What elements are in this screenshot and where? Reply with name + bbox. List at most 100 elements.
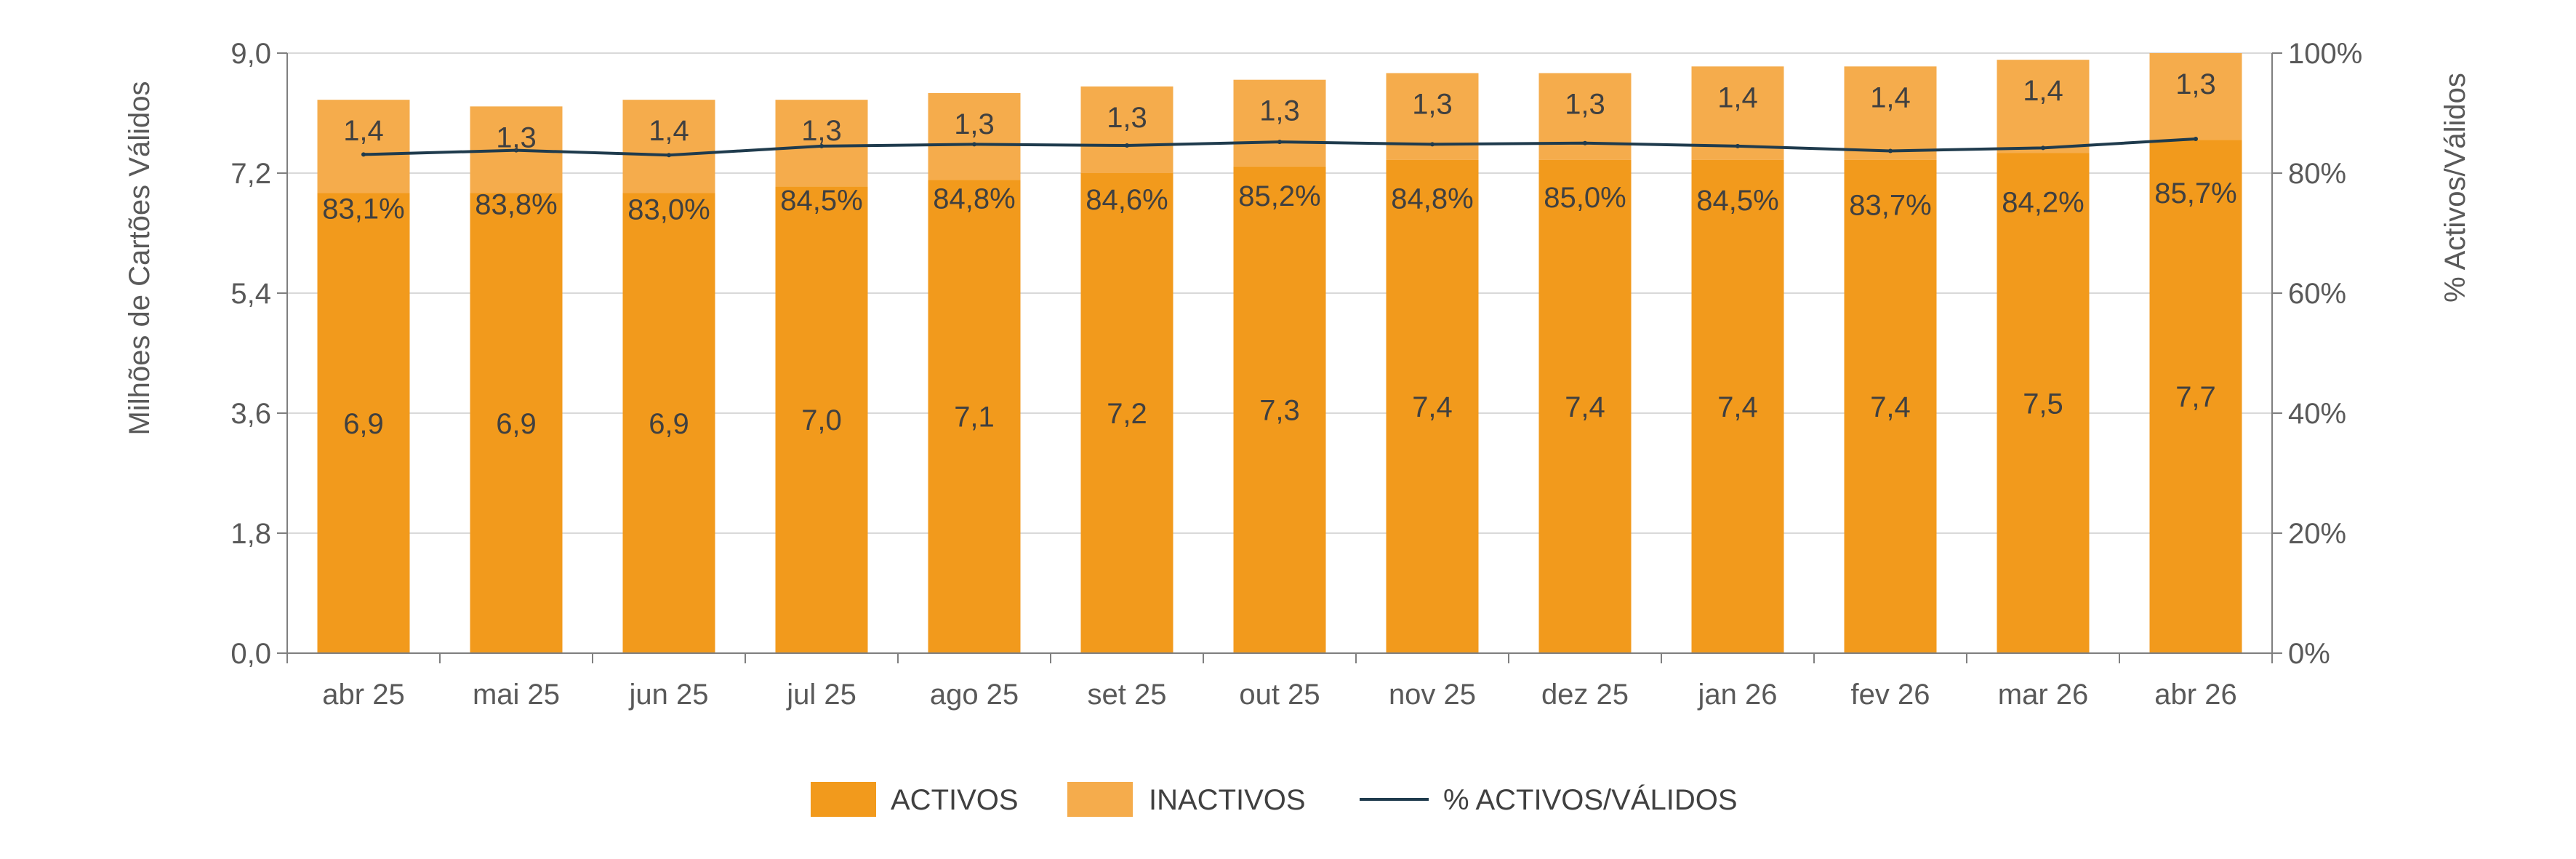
- bar-activos: [317, 193, 410, 653]
- x-tick-label: mai 25: [473, 679, 560, 711]
- x-tick-label: abr 25: [322, 679, 404, 711]
- data-label-activos: 7,5: [2023, 388, 2063, 420]
- y-tick-label-left: 0,0: [230, 638, 271, 670]
- x-tick-label: out 25: [1239, 679, 1320, 711]
- data-label-activos: 7,4: [1870, 391, 1911, 423]
- bar-inactivos: [1844, 66, 1937, 160]
- bar-activos: [1538, 159, 1632, 653]
- percent-point: [361, 152, 366, 157]
- data-label-inactivos: 1,3: [1412, 89, 1453, 121]
- data-labels: 6,9 1,4 6,9 1,3 6,9 1,4 7,0 1,3 7,1 1,3 7,2 1,3 7,3 1…: [322, 68, 2236, 440]
- data-label-percent: 83,7%: [1849, 189, 1931, 221]
- y-tick-label-right: 100%: [2288, 38, 2362, 70]
- legend-label-inactivos: INACTIVOS: [1149, 784, 1306, 816]
- percent-point: [667, 153, 671, 158]
- bar-activos: [1691, 159, 1784, 653]
- data-label-inactivos: 1,4: [1717, 81, 1758, 113]
- percent-point: [1277, 140, 1282, 145]
- bar-activos: [1997, 153, 2090, 653]
- y-tick-label-left: 7,2: [230, 158, 271, 190]
- bar-inactivos: [622, 100, 715, 193]
- percent-point: [2041, 145, 2045, 151]
- bar-inactivos: [928, 93, 1021, 180]
- y-tick-label-left: 9,0: [230, 38, 271, 70]
- bar-inactivos: [1997, 60, 2090, 153]
- data-label-inactivos: 1,4: [649, 115, 689, 147]
- bar-inactivos: [775, 100, 868, 187]
- data-label-percent: 84,6%: [1086, 184, 1168, 216]
- y-tick-label-right: 0%: [2288, 638, 2330, 670]
- bar-activos: [928, 180, 1021, 653]
- legend: ACTIVOS INACTIVOS % ACTIVOS/VÁLIDOS: [811, 782, 1738, 817]
- data-label-percent: 83,0%: [627, 193, 710, 225]
- data-label-activos: 7,4: [1717, 391, 1758, 423]
- percent-point: [1736, 143, 1740, 148]
- legend-label-activos: ACTIVOS: [891, 784, 1019, 816]
- bar-inactivos: [1233, 79, 1326, 167]
- bar-inactivos: [2149, 53, 2242, 140]
- legend-swatch-activos: [811, 782, 876, 817]
- bar-activos: [622, 193, 715, 653]
- y-tick-label-left: 5,4: [230, 278, 271, 310]
- bar-inactivos: [1080, 86, 1173, 173]
- x-tick-label: mar 26: [1998, 679, 2089, 711]
- data-label-inactivos: 1,3: [1259, 95, 1300, 127]
- bar-inactivos: [1538, 73, 1632, 160]
- data-label-percent: 85,0%: [1544, 182, 1626, 214]
- x-tick-label: abr 26: [2154, 679, 2236, 711]
- data-label-percent: 84,8%: [1391, 183, 1473, 215]
- data-label-activos: 7,4: [1412, 391, 1453, 423]
- percent-point: [1125, 143, 1129, 148]
- bar-activos: [470, 193, 563, 653]
- bars: [317, 53, 2242, 654]
- percent-point: [1888, 148, 1893, 153]
- percent-point: [1430, 142, 1435, 147]
- bar-activos: [1386, 159, 1479, 653]
- data-label-inactivos: 1,4: [343, 115, 384, 147]
- axes: 0,0 1,8 3,6 5,4 7,2 9,0 0% 20% 40% 60% 80% 100% abr …: [230, 38, 2362, 711]
- data-label-percent: 85,7%: [2154, 177, 2236, 209]
- data-label-percent: 84,5%: [1696, 185, 1778, 217]
- data-label-inactivos: 1,3: [954, 108, 995, 140]
- data-label-percent: 83,1%: [322, 193, 404, 225]
- y-tick-label-left: 3,6: [230, 398, 271, 430]
- legend-swatch-inactivos: [1067, 782, 1133, 817]
- data-label-percent: 84,8%: [933, 183, 1015, 215]
- bar-activos: [1080, 173, 1173, 653]
- data-label-activos: 7,2: [1107, 398, 1147, 430]
- data-label-activos: 7,4: [1565, 391, 1605, 423]
- x-tick-label: ago 25: [930, 679, 1019, 711]
- data-label-inactivos: 1,4: [1870, 81, 1911, 113]
- percent-line: [361, 136, 2198, 158]
- percent-point: [1583, 140, 1587, 145]
- data-label-percent: 84,2%: [2002, 186, 2084, 218]
- percent-point: [514, 148, 518, 153]
- y-tick-label-right: 80%: [2288, 158, 2346, 190]
- x-tick-label: dez 25: [1541, 679, 1629, 711]
- percent-point: [819, 143, 824, 148]
- x-tick-label: fev 26: [1851, 679, 1930, 711]
- data-label-activos: 6,9: [649, 408, 689, 440]
- data-label-activos: 6,9: [343, 408, 384, 440]
- percent-point: [2194, 136, 2198, 141]
- data-label-inactivos: 1,3: [496, 121, 537, 153]
- data-label-percent: 84,5%: [780, 185, 862, 217]
- data-label-percent: 83,8%: [475, 189, 557, 221]
- data-label-percent: 85,2%: [1238, 180, 1320, 212]
- data-label-inactivos: 1,3: [801, 115, 842, 147]
- data-label-activos: 7,7: [2175, 381, 2216, 413]
- x-tick-label: nov 25: [1389, 679, 1476, 711]
- y-tick-label-right: 20%: [2288, 518, 2346, 550]
- y-axis-title-right: % Activos/Válidos: [2439, 73, 2471, 303]
- bar-inactivos: [317, 100, 410, 193]
- data-label-inactivos: 1,3: [1107, 102, 1147, 134]
- percent-point: [972, 142, 976, 147]
- y-axis-title-left: Milhões de Cartões Válidos: [124, 81, 156, 436]
- legend-label-percent: % ACTIVOS/VÁLIDOS: [1443, 783, 1738, 816]
- y-tick-label-right: 40%: [2288, 398, 2346, 430]
- data-label-inactivos: 1,3: [1565, 89, 1605, 121]
- x-tick-label: jun 25: [629, 679, 709, 711]
- y-tick-label-right: 60%: [2288, 278, 2346, 310]
- data-label-activos: 7,3: [1259, 394, 1300, 426]
- x-tick-label: jan 26: [1698, 679, 1778, 711]
